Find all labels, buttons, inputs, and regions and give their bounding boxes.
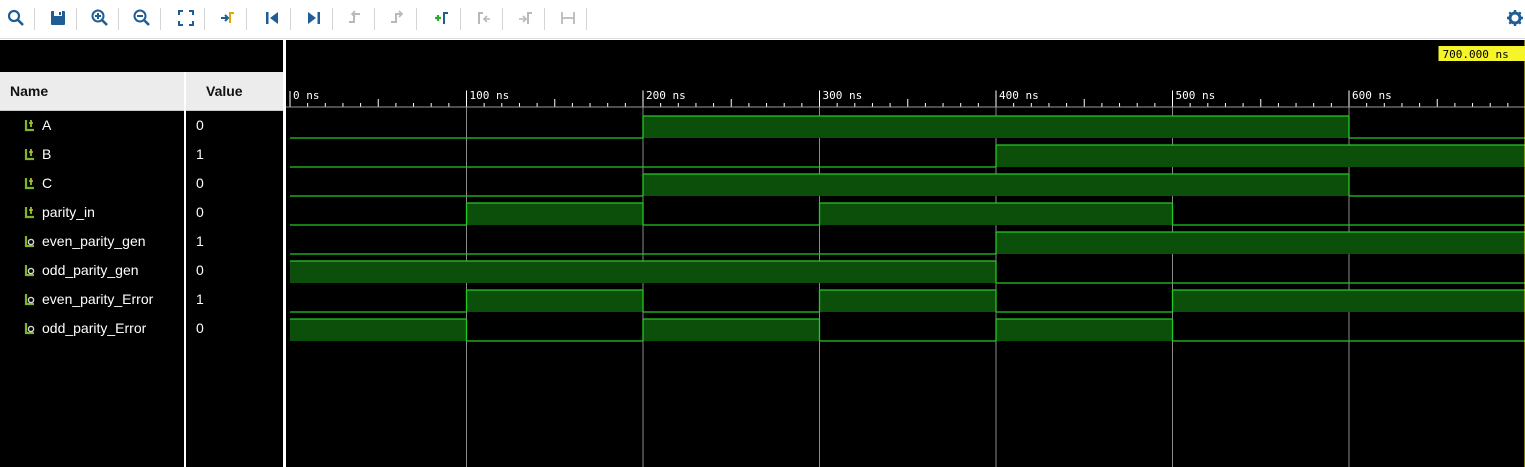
- toolbar-separator: [290, 8, 291, 30]
- previous-transition-icon[interactable]: [346, 8, 366, 28]
- signal-name: parity_in: [42, 204, 95, 220]
- time-tick-label: 400 ns: [999, 89, 1039, 102]
- zoom-search-icon[interactable]: [6, 8, 26, 28]
- save-icon[interactable]: [48, 8, 68, 28]
- signal-row[interactable]: parity_in 0: [0, 199, 283, 227]
- input-signal-icon: [24, 206, 36, 220]
- signal-value: 0: [196, 320, 204, 336]
- signal-value: 0: [196, 204, 204, 220]
- signal-name: C: [42, 175, 53, 191]
- go-to-cursor-icon[interactable]: [218, 8, 238, 28]
- go-to-end-icon[interactable]: [304, 8, 324, 28]
- time-tick-label: 500 ns: [1176, 89, 1216, 102]
- toolbar-separator: [34, 8, 35, 30]
- waveform-high-segment: [466, 290, 643, 312]
- signal-row[interactable]: odd_parity_gen 0: [0, 257, 283, 285]
- input-signal-icon: [24, 148, 36, 162]
- toolbar-separator: [332, 8, 333, 30]
- output-signal-icon: [24, 264, 36, 278]
- waveform-toolbar: [0, 0, 1525, 39]
- cursor-time-label-bg: [1438, 46, 1525, 61]
- signal-row[interactable]: even_parity_Error 1: [0, 286, 283, 314]
- signal-value: 1: [196, 233, 204, 249]
- column-divider[interactable]: [184, 72, 186, 467]
- input-signal-icon: [24, 119, 36, 133]
- cursor-time-label: 700.000 ns: [1443, 48, 1509, 61]
- toolbar-separator: [76, 8, 77, 30]
- waveform-high-segment: [466, 203, 643, 225]
- output-signal-icon: [24, 235, 36, 249]
- zoom-in-icon[interactable]: [90, 8, 110, 28]
- toolbar-separator: [544, 8, 545, 30]
- toolbar-separator: [502, 8, 503, 30]
- signal-row[interactable]: even_parity_gen 1: [0, 228, 283, 256]
- waveform-high-segment: [996, 232, 1525, 254]
- waveform-high-segment: [643, 174, 1349, 196]
- time-tick-label: 600 ns: [1352, 89, 1392, 102]
- waveform-high-segment: [996, 319, 1173, 341]
- toolbar-separator: [374, 8, 375, 30]
- waveform-high-segment: [643, 116, 1349, 138]
- toolbar-separator: [460, 8, 461, 30]
- signal-name: even_parity_gen: [42, 233, 146, 249]
- waveform-high-segment: [290, 319, 467, 341]
- waveform-high-segment: [819, 290, 996, 312]
- waveform-canvas[interactable]: 0 ns 100 ns 200 ns 300 ns 400 ns 500 ns 600 ns…: [286, 40, 1525, 467]
- signal-value: 0: [196, 175, 204, 191]
- add-marker-icon[interactable]: [432, 8, 452, 28]
- signal-name: odd_parity_Error: [42, 320, 147, 336]
- signal-value: 0: [196, 117, 204, 133]
- toolbar-separator: [416, 8, 417, 30]
- next-marker-icon[interactable]: [516, 8, 536, 28]
- waveform-high-segment: [996, 145, 1525, 167]
- gear-icon[interactable]: [1505, 8, 1525, 28]
- input-signal-icon: [24, 177, 36, 191]
- signal-name: even_parity_Error: [42, 291, 154, 307]
- signal-value: 1: [196, 291, 204, 307]
- signal-value: 0: [196, 262, 204, 278]
- time-tick-label: 200 ns: [646, 89, 686, 102]
- name-column-header[interactable]: Name: [10, 83, 49, 99]
- toolbar-separator: [204, 8, 205, 30]
- waveform-high-segment: [290, 261, 996, 283]
- waveform-high-segment: [1172, 290, 1525, 312]
- time-tick-label: 0 ns: [293, 89, 320, 102]
- toolbar-separator: [160, 8, 161, 30]
- waveform-high-segment: [643, 319, 820, 341]
- time-tick-label: 100 ns: [470, 89, 510, 102]
- output-signal-icon: [24, 322, 36, 336]
- toolbar-separator: [246, 8, 247, 30]
- go-to-start-icon[interactable]: [262, 8, 282, 28]
- toolbar-separator: [586, 8, 587, 30]
- waveform-high-segment: [819, 203, 1173, 225]
- signal-name: odd_parity_gen: [42, 262, 139, 278]
- signal-name: A: [42, 117, 52, 133]
- swap-cursors-icon[interactable]: [558, 8, 578, 28]
- signal-value: 1: [196, 146, 204, 162]
- zoom-fit-icon[interactable]: [176, 8, 196, 28]
- signal-list-header: Name Value: [0, 72, 283, 111]
- zoom-out-icon[interactable]: [132, 8, 152, 28]
- output-signal-icon: [24, 293, 36, 307]
- panel-splitter[interactable]: [283, 40, 286, 467]
- signal-row[interactable]: odd_parity_Error 0: [0, 315, 283, 343]
- waveform-area[interactable]: 0 ns 100 ns 200 ns 300 ns 400 ns 500 ns 600 ns…: [286, 40, 1525, 467]
- next-transition-icon[interactable]: [388, 8, 408, 28]
- toolbar-separator: [118, 8, 119, 30]
- time-tick-label: 300 ns: [823, 89, 863, 102]
- previous-marker-icon[interactable]: [474, 8, 494, 28]
- signal-name: B: [42, 146, 52, 162]
- signal-names-panel: Name Value A 0 B 1 C 0 parity_in 0 even_parity_g…: [0, 40, 283, 467]
- value-column-header[interactable]: Value: [206, 83, 243, 99]
